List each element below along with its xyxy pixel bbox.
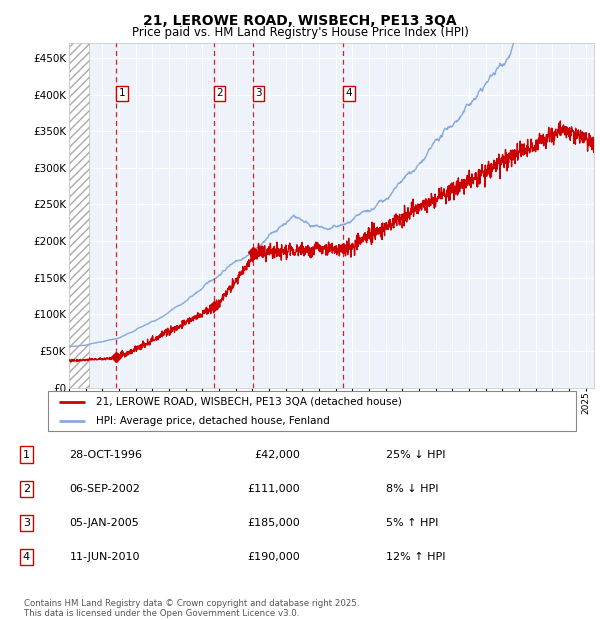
Text: 2: 2 <box>23 484 30 494</box>
Text: 1: 1 <box>23 450 30 459</box>
Text: 28-OCT-1996: 28-OCT-1996 <box>70 450 143 459</box>
Text: 1: 1 <box>119 88 125 99</box>
Text: 25% ↓ HPI: 25% ↓ HPI <box>386 450 446 459</box>
Text: HPI: Average price, detached house, Fenland: HPI: Average price, detached house, Fenl… <box>95 416 329 426</box>
Text: 05-JAN-2005: 05-JAN-2005 <box>70 518 139 528</box>
Text: 8% ↓ HPI: 8% ↓ HPI <box>386 484 439 494</box>
Text: £111,000: £111,000 <box>247 484 300 494</box>
FancyBboxPatch shape <box>48 391 576 431</box>
Text: Contains HM Land Registry data © Crown copyright and database right 2025.
This d: Contains HM Land Registry data © Crown c… <box>24 599 359 618</box>
Text: 3: 3 <box>255 88 262 99</box>
Text: 5% ↑ HPI: 5% ↑ HPI <box>386 518 439 528</box>
Text: 4: 4 <box>346 88 352 99</box>
Text: £42,000: £42,000 <box>254 450 300 459</box>
Text: 4: 4 <box>23 552 30 562</box>
Text: 12% ↑ HPI: 12% ↑ HPI <box>386 552 446 562</box>
Text: 2: 2 <box>216 88 223 99</box>
Text: 11-JUN-2010: 11-JUN-2010 <box>70 552 140 562</box>
Text: £190,000: £190,000 <box>247 552 300 562</box>
Text: Price paid vs. HM Land Registry's House Price Index (HPI): Price paid vs. HM Land Registry's House … <box>131 26 469 39</box>
Text: 21, LEROWE ROAD, WISBECH, PE13 3QA: 21, LEROWE ROAD, WISBECH, PE13 3QA <box>143 14 457 28</box>
Text: 21, LEROWE ROAD, WISBECH, PE13 3QA (detached house): 21, LEROWE ROAD, WISBECH, PE13 3QA (deta… <box>95 397 401 407</box>
Text: £185,000: £185,000 <box>247 518 300 528</box>
Text: 06-SEP-2002: 06-SEP-2002 <box>70 484 140 494</box>
Text: 3: 3 <box>23 518 30 528</box>
